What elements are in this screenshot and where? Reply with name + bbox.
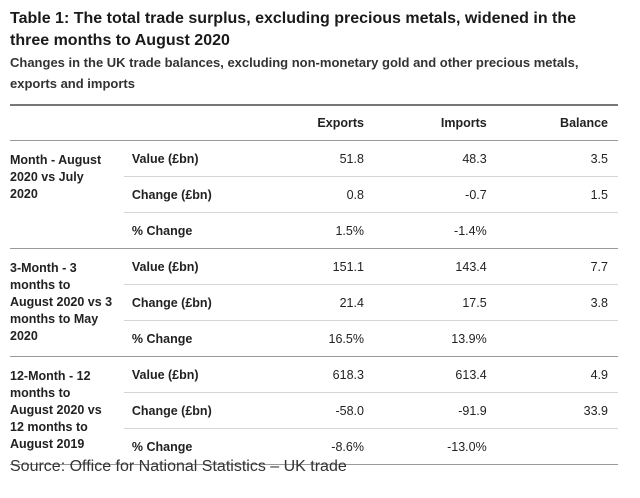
exports-cell: 1.5%: [244, 212, 374, 249]
balance-cell: 33.9: [496, 392, 618, 429]
header-balance: Balance: [496, 104, 618, 141]
exports-cell: 51.8: [244, 140, 374, 177]
imports-cell: 613.4: [373, 356, 497, 393]
exports-cell: 16.5%: [244, 320, 374, 357]
table-row: Month - August 2020 vs July 2020 Value (£…: [10, 140, 618, 249]
imports-cell: -0.7: [373, 176, 497, 213]
header-measure-blank: [123, 104, 245, 141]
table-row: % Change 1.5% -1.4%: [10, 212, 618, 249]
balance-cell: [496, 320, 618, 357]
measure-label: Value (£bn): [123, 140, 245, 177]
table-body: Month - August 2020 vs July 2020 Value (£…: [10, 140, 618, 465]
imports-cell: 48.3: [373, 140, 497, 177]
measure-label: % Change: [123, 320, 245, 357]
balance-cell: 1.5: [496, 176, 618, 213]
measure-label: Change (£bn): [123, 284, 245, 321]
table-row: 12-Month - 12 months to August 2020 vs 1…: [10, 356, 618, 465]
balance-cell: [496, 212, 618, 249]
imports-cell: 143.4: [373, 248, 497, 285]
table-row: Change (£bn) 21.4 17.5 3.8: [10, 284, 618, 321]
source-note: Source: Office for National Statistics –…: [10, 458, 347, 475]
table-row: Change (£bn) 0.8 -0.7 1.5: [10, 176, 618, 213]
measure-label: Value (£bn): [123, 356, 245, 393]
imports-cell: -1.4%: [373, 212, 497, 249]
exports-cell: -58.0: [244, 392, 374, 429]
header-group-blank: [10, 104, 124, 141]
measure-label: Change (£bn): [123, 176, 245, 213]
measure-label: Change (£bn): [123, 392, 245, 429]
table-row: % Change 16.5% 13.9%: [10, 320, 618, 357]
exports-cell: -8.6%: [244, 428, 374, 465]
imports-cell: -91.9: [373, 392, 497, 429]
header-imports: Imports: [373, 104, 497, 141]
imports-cell: 13.9%: [373, 320, 497, 357]
table-row: % Change -8.6% -13.0%: [10, 428, 618, 465]
balance-cell: 3.5: [496, 140, 618, 177]
group-label: Month - August 2020 vs July 2020: [10, 140, 124, 249]
trade-table: Exports Imports Balance Month - August 2…: [10, 104, 618, 465]
exports-cell: 0.8: [244, 176, 374, 213]
balance-cell: 7.7: [496, 248, 618, 285]
table-row: Change (£bn) -58.0 -91.9 33.9: [10, 392, 618, 429]
table-title: Table 1: The total trade surplus, exclud…: [10, 10, 577, 49]
balance-cell: 4.9: [496, 356, 618, 393]
table-row: 3-Month - 3 months to August 2020 vs 3 m…: [10, 248, 618, 357]
header-row: Exports Imports Balance: [10, 104, 618, 141]
measure-label: % Change: [123, 212, 245, 249]
measure-label: Value (£bn): [123, 248, 245, 285]
group-label: 12-Month - 12 months to August 2020 vs 1…: [10, 356, 124, 465]
exports-cell: 21.4: [244, 284, 374, 321]
group-label: 3-Month - 3 months to August 2020 vs 3 m…: [10, 248, 124, 357]
header-exports: Exports: [244, 104, 374, 141]
imports-cell: 17.5: [373, 284, 497, 321]
exports-cell: 618.3: [244, 356, 374, 393]
exports-cell: 151.1: [244, 248, 374, 285]
measure-label: % Change: [123, 428, 245, 465]
balance-cell: [496, 428, 618, 465]
imports-cell: -13.0%: [373, 428, 497, 465]
table-subtitle: Changes in the UK trade balances, exclud…: [10, 55, 579, 91]
balance-cell: 3.8: [496, 284, 618, 321]
